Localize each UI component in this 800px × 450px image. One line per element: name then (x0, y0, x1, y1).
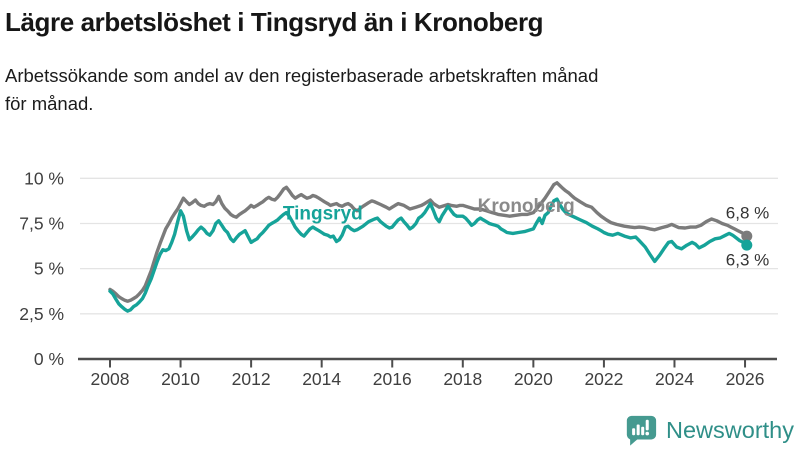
chart-subtitle: Arbetssökande som andel av den registerb… (5, 62, 800, 118)
x-tick-label: 2012 (232, 369, 271, 389)
x-tick-label: 2020 (514, 369, 553, 389)
chart-subtitle-line2: för månad. (5, 92, 94, 114)
y-tick-label: 5 % (34, 259, 64, 279)
y-tick-label: 7,5 % (19, 213, 64, 233)
y-tick-label: 10 % (24, 168, 64, 188)
series-line-kronoberg (108, 181, 749, 303)
newsworthy-bar-chart-speech-bubble-icon (626, 415, 657, 446)
series-end-dot-tingsryd (741, 239, 753, 251)
x-tick-label: 2026 (726, 369, 765, 389)
x-tick-label: 2016 (373, 369, 412, 389)
x-tick-label: 2018 (443, 369, 482, 389)
y-tick-label: 2,5 % (19, 304, 64, 324)
chart-title: Lägre arbetslöshet i Tingsryd än i Krono… (5, 7, 544, 37)
newsworthy-logo: Newsworthy (624, 413, 794, 447)
chart-subtitle-line1: Arbetssökande som andel av den registerb… (5, 65, 599, 86)
x-tick-label: 2014 (302, 369, 341, 389)
chart-header: Lägre arbetslöshet i Tingsryd än i Krono… (0, 0, 800, 118)
series-end-value-label-kronoberg: 6,8 % (726, 204, 769, 223)
x-tick-label: 2024 (655, 369, 694, 389)
series-end-dot-kronoberg (741, 230, 753, 242)
series-line-tingsryd (108, 197, 749, 313)
x-tick-label: 2008 (91, 369, 130, 389)
series-name-label-kronoberg: Kronoberg (478, 196, 575, 217)
series-end-value-label-tingsryd: 6,3 % (726, 251, 769, 270)
newsworthy-logo-text: Newsworthy (666, 416, 794, 443)
series-name-label-tingsryd: Tingsryd (283, 203, 363, 224)
x-tick-label: 2010 (161, 369, 200, 389)
x-tick-label: 2022 (584, 369, 623, 389)
y-tick-label: 0 % (34, 349, 64, 369)
